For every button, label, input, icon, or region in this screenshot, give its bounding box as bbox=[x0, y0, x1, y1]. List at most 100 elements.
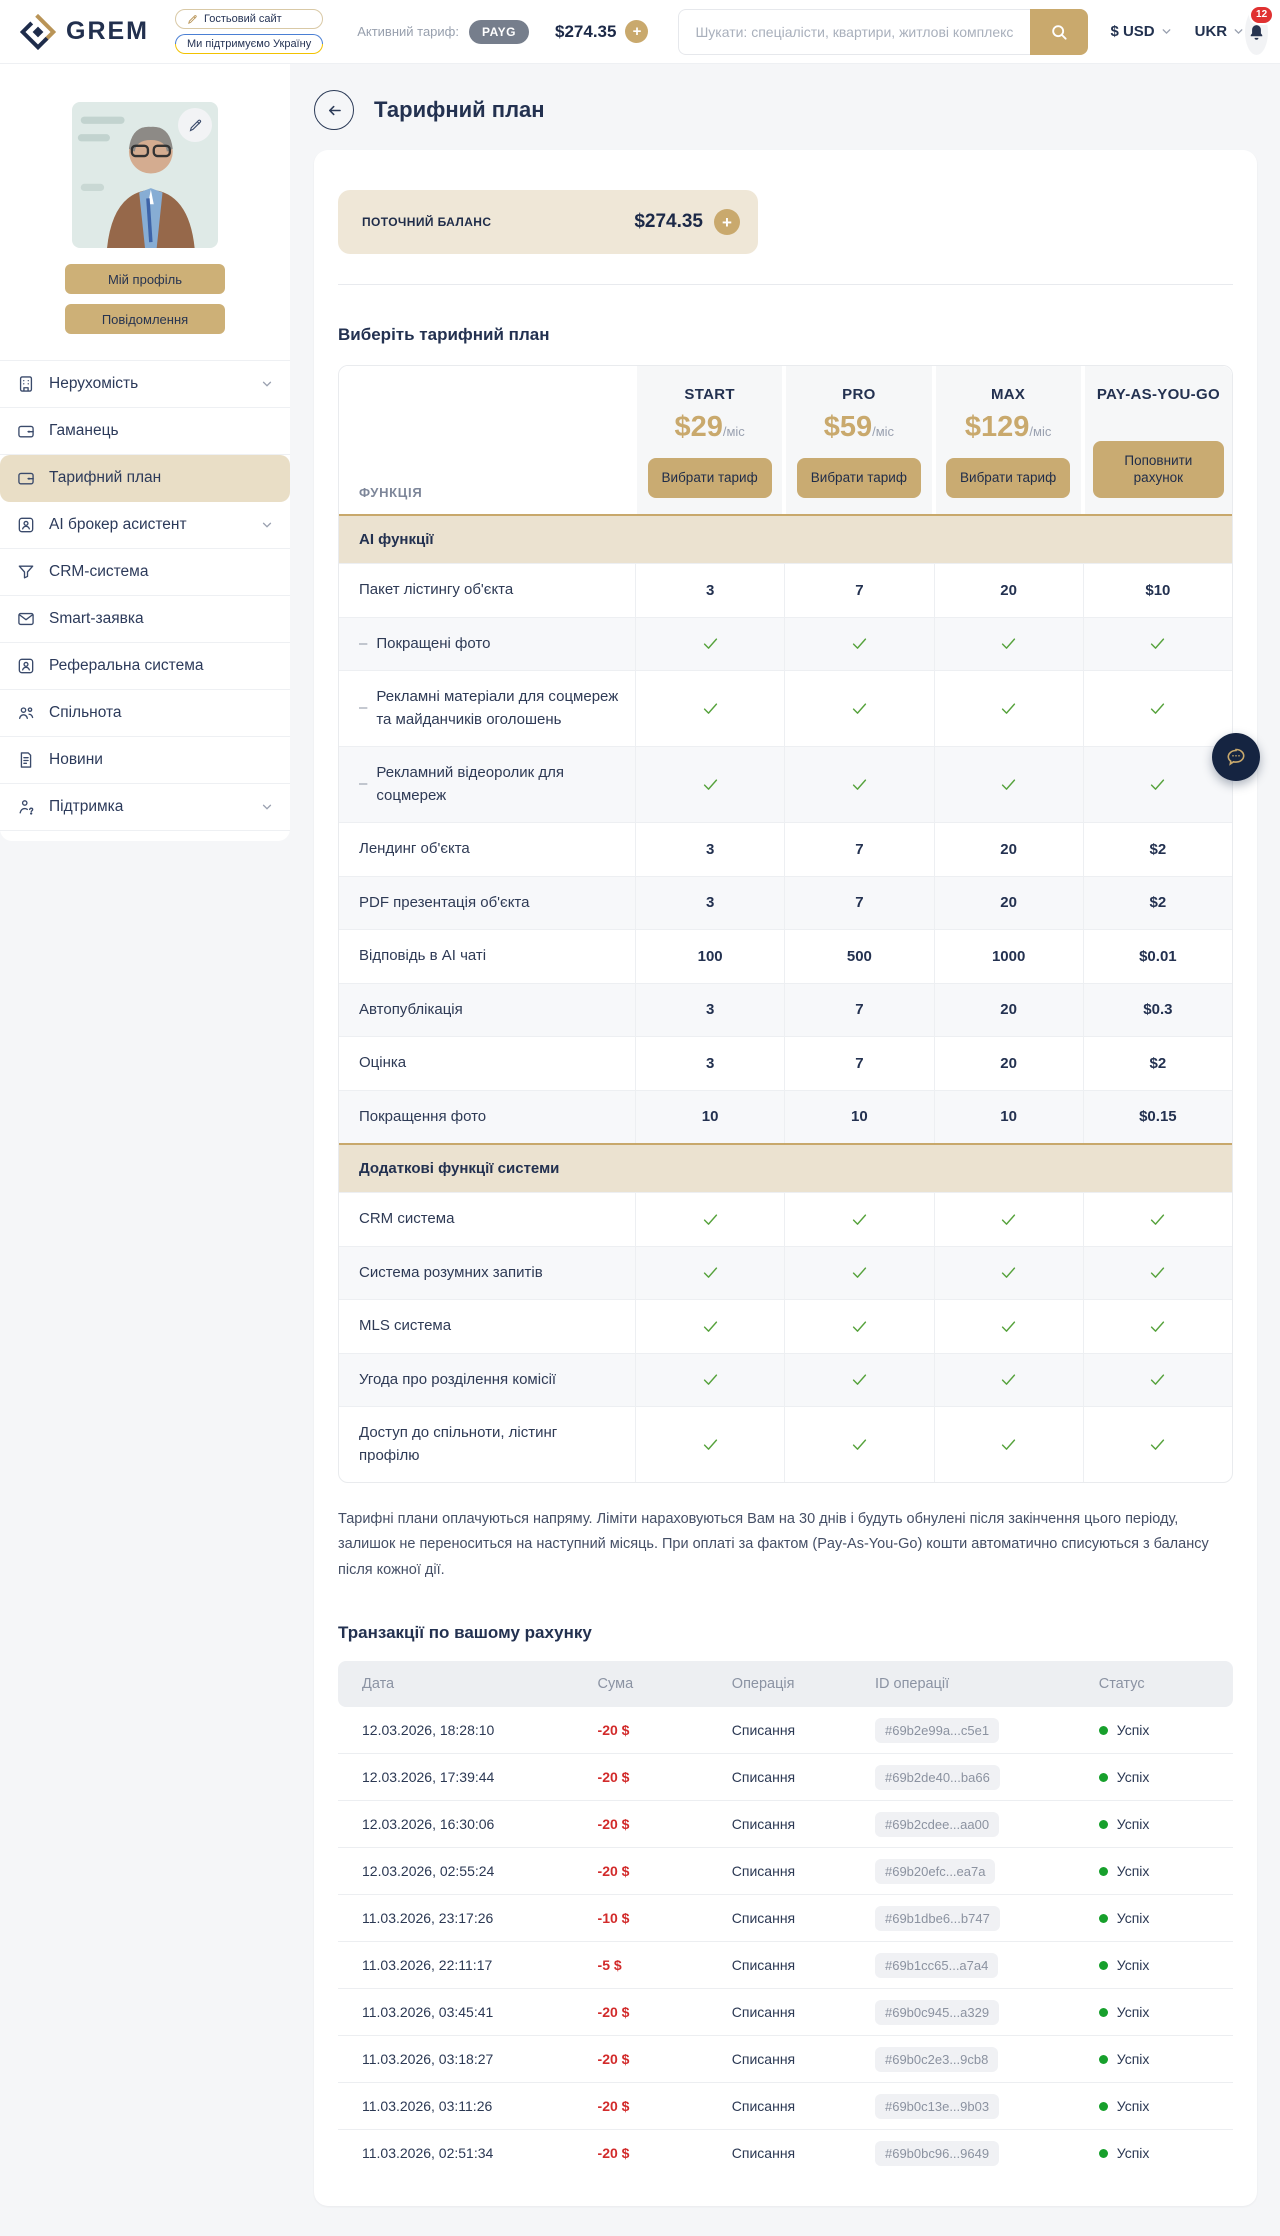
sidebar-item-тарифний-план[interactable]: Тарифний план bbox=[0, 455, 290, 502]
top-up-button[interactable]: + bbox=[625, 20, 649, 43]
transaction-row: 12.03.2026, 16:30:06 -20 $ Списання #69b… bbox=[338, 1801, 1233, 1849]
sidebar-item-нерухомість[interactable]: Нерухомість bbox=[0, 360, 290, 408]
sidebar-item-реферальна-система[interactable]: Реферальна система bbox=[0, 643, 290, 690]
feature-label: Угода про розділення комісії bbox=[359, 1370, 557, 1388]
feature-label: Доступ до спільноти, лістинг профілю bbox=[359, 1424, 558, 1464]
transaction-id-badge: #69b1cc65...a7a4 bbox=[874, 1953, 1099, 1979]
search-input[interactable] bbox=[678, 8, 1031, 55]
transaction-operation: Списання bbox=[731, 1816, 796, 1833]
check-icon bbox=[703, 1439, 717, 1450]
chevron-down-icon bbox=[1160, 25, 1173, 38]
col-operation: Операція bbox=[731, 1676, 795, 1693]
select-plan-button[interactable]: Вибрати тариф bbox=[796, 458, 921, 498]
status-dot-icon bbox=[1098, 1960, 1108, 1970]
feature-value-pro bbox=[784, 1353, 933, 1406]
transaction-amount: -20 $ bbox=[597, 2145, 630, 2162]
sidebar-item-label: AI брокер асистент bbox=[49, 516, 187, 533]
feature-row: – Пакет лістингу об'єкта 3 7 20 $10 bbox=[339, 563, 1232, 617]
check-icon bbox=[1001, 1267, 1016, 1279]
current-balance-card: ПОТОЧНИЙ БАЛАНС $274.35 + bbox=[338, 190, 758, 254]
transaction-id-badge: #69b2cdee...aa00 bbox=[874, 1812, 1099, 1838]
select-plan-button[interactable]: Поповнити рахунок bbox=[1092, 440, 1224, 498]
transaction-operation: Списання bbox=[731, 1957, 796, 1974]
select-plan-button[interactable]: Вибрати тариф bbox=[647, 458, 772, 498]
transaction-row: 12.03.2026, 18:28:10 -20 $ Списання #69b… bbox=[338, 1707, 1233, 1755]
transaction-id-badge: #69b1dbe6...b747 bbox=[874, 1906, 1099, 1932]
feature-value-start bbox=[635, 1193, 784, 1246]
sidebar-item-підтримка[interactable]: Підтримка bbox=[0, 784, 290, 831]
currency-select[interactable]: $ USD bbox=[1110, 23, 1172, 40]
transaction-status: Успіх bbox=[1098, 1957, 1233, 1973]
notifications-button[interactable]: 12 bbox=[1245, 4, 1275, 55]
feature-label: Оцінка bbox=[359, 1054, 407, 1071]
chevron-down-icon bbox=[260, 377, 274, 391]
transaction-amount: -20 $ bbox=[597, 2098, 630, 2115]
logo[interactable]: GREM bbox=[20, 13, 149, 50]
messages-button[interactable]: Повідомлення bbox=[65, 304, 225, 334]
transaction-amount: -20 $ bbox=[597, 1769, 630, 1786]
badge-icon bbox=[16, 515, 36, 535]
check-icon bbox=[1001, 703, 1016, 714]
sidebar-item-спільнота[interactable]: Спільнота bbox=[0, 690, 290, 737]
transaction-status: Успіх bbox=[1098, 1816, 1233, 1832]
sidebar-item-crm-система[interactable]: CRM-система bbox=[0, 549, 290, 596]
chevron-down-icon bbox=[260, 800, 274, 814]
support-icon bbox=[16, 797, 36, 817]
transaction-row: 12.03.2026, 02:55:24 -20 $ Списання #69b… bbox=[338, 1848, 1233, 1896]
chat-widget-button[interactable] bbox=[1212, 733, 1260, 781]
check-icon bbox=[1151, 1267, 1165, 1279]
transaction-row: 11.03.2026, 23:17:26 -10 $ Списання #69b… bbox=[338, 1895, 1233, 1943]
wallet-icon bbox=[16, 421, 36, 441]
check-icon bbox=[1151, 1374, 1165, 1386]
transaction-amount: -20 $ bbox=[597, 2051, 630, 2068]
page-title: Тарифний план bbox=[374, 97, 545, 122]
transaction-date: 11.03.2026, 03:11:26 bbox=[362, 2098, 493, 2115]
transaction-operation: Списання bbox=[731, 1722, 796, 1739]
sidebar-item-гаманець[interactable]: Гаманець bbox=[0, 408, 290, 455]
my-profile-button[interactable]: Мій профіль bbox=[65, 264, 225, 294]
balance-value: $274.35 bbox=[634, 211, 703, 232]
feature-value-max: 20 bbox=[933, 983, 1083, 1036]
top-up-balance-button[interactable]: + bbox=[714, 209, 740, 235]
guest-site-badge[interactable]: Гостьовий сайт bbox=[175, 9, 324, 29]
sidebar-item-новини[interactable]: Новини bbox=[0, 737, 290, 784]
divider bbox=[338, 284, 1233, 285]
check-icon bbox=[1151, 779, 1165, 790]
wallet-icon bbox=[16, 468, 36, 488]
feature-value-max bbox=[933, 1300, 1083, 1353]
chevron-down-icon bbox=[1232, 25, 1245, 38]
plan-price: $29/міс bbox=[674, 411, 745, 443]
language-select[interactable]: UKR bbox=[1195, 23, 1246, 40]
people-icon bbox=[16, 703, 36, 723]
check-icon bbox=[703, 1214, 717, 1225]
sidebar-nav: Нерухомість Гаманець Тарифний план AI бр… bbox=[0, 360, 290, 831]
sidebar: Мій профіль Повідомлення Нерухомість Гам… bbox=[0, 64, 290, 841]
select-plan-button[interactable]: Вибрати тариф bbox=[946, 458, 1071, 498]
sidebar-item-label: Гаманець bbox=[49, 422, 119, 439]
back-button[interactable] bbox=[314, 90, 354, 130]
feature-value-payg: $2 bbox=[1082, 1037, 1232, 1090]
feature-value-pro bbox=[784, 1193, 933, 1246]
transaction-status: Успіх bbox=[1098, 1863, 1233, 1879]
edit-photo-button[interactable] bbox=[178, 108, 212, 142]
transaction-date: 11.03.2026, 03:18:27 bbox=[362, 2051, 494, 2068]
search-button[interactable] bbox=[1030, 8, 1089, 55]
transaction-amount: -5 $ bbox=[597, 1957, 622, 1974]
feature-value-max: 20 bbox=[933, 564, 1083, 617]
plan-column-max: MAX $129/міс Вибрати тариф bbox=[935, 366, 1081, 514]
feature-row: – Покращені фото bbox=[339, 616, 1232, 670]
feature-section-header: АІ функції bbox=[339, 514, 1232, 563]
feature-row: – Автопублікація 3 7 20 $0.3 bbox=[339, 982, 1232, 1036]
transaction-date: 12.03.2026, 02:55:24 bbox=[362, 1863, 495, 1880]
status-dot-icon bbox=[1098, 1725, 1108, 1735]
sidebar-item-smart-заявка[interactable]: Smart-заявка bbox=[0, 596, 290, 643]
feature-value-payg: $2 bbox=[1082, 823, 1232, 876]
feature-row: – Відповідь в АІ чаті 100 500 1000 $0.01 bbox=[339, 929, 1232, 983]
feature-value-start bbox=[635, 1300, 784, 1353]
sidebar-item-label: CRM-система bbox=[49, 563, 149, 580]
sidebar-item-ai-брокер-асистент[interactable]: AI брокер асистент bbox=[0, 502, 290, 549]
check-icon bbox=[1001, 779, 1016, 790]
plans-note: Тарифні плани оплачуються напряму. Ліміт… bbox=[338, 1511, 1209, 1578]
feature-value-max bbox=[933, 747, 1083, 822]
transaction-amount: -20 $ bbox=[597, 1816, 630, 1833]
